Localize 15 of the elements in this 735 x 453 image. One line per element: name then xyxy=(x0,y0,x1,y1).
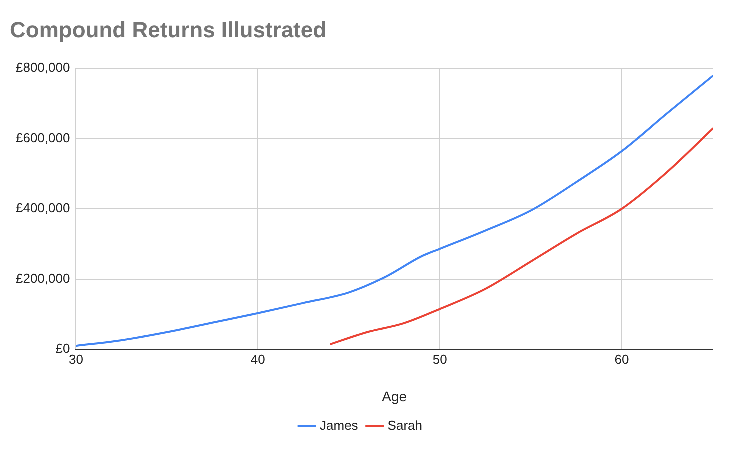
x-tick-label: 60 xyxy=(614,352,630,367)
chart-title: Compound Returns Illustrated xyxy=(10,17,327,42)
x-tick-label: 30 xyxy=(68,352,84,367)
y-tick-label: £200,000 xyxy=(16,270,70,286)
x-axis-title: Age xyxy=(382,388,408,404)
line-series xyxy=(76,75,713,348)
line-series xyxy=(330,128,713,346)
x-tick-label: 40 xyxy=(250,352,266,367)
legend-label: James xyxy=(320,418,359,434)
legend-label: Sarah xyxy=(388,418,423,434)
y-tick-label: £600,000 xyxy=(16,130,70,146)
x-tick-label: 50 xyxy=(432,352,448,367)
y-tick-label: £800,000 xyxy=(16,60,70,75)
y-tick-label: £0 xyxy=(56,341,70,356)
y-tick-label: £400,000 xyxy=(16,200,70,216)
